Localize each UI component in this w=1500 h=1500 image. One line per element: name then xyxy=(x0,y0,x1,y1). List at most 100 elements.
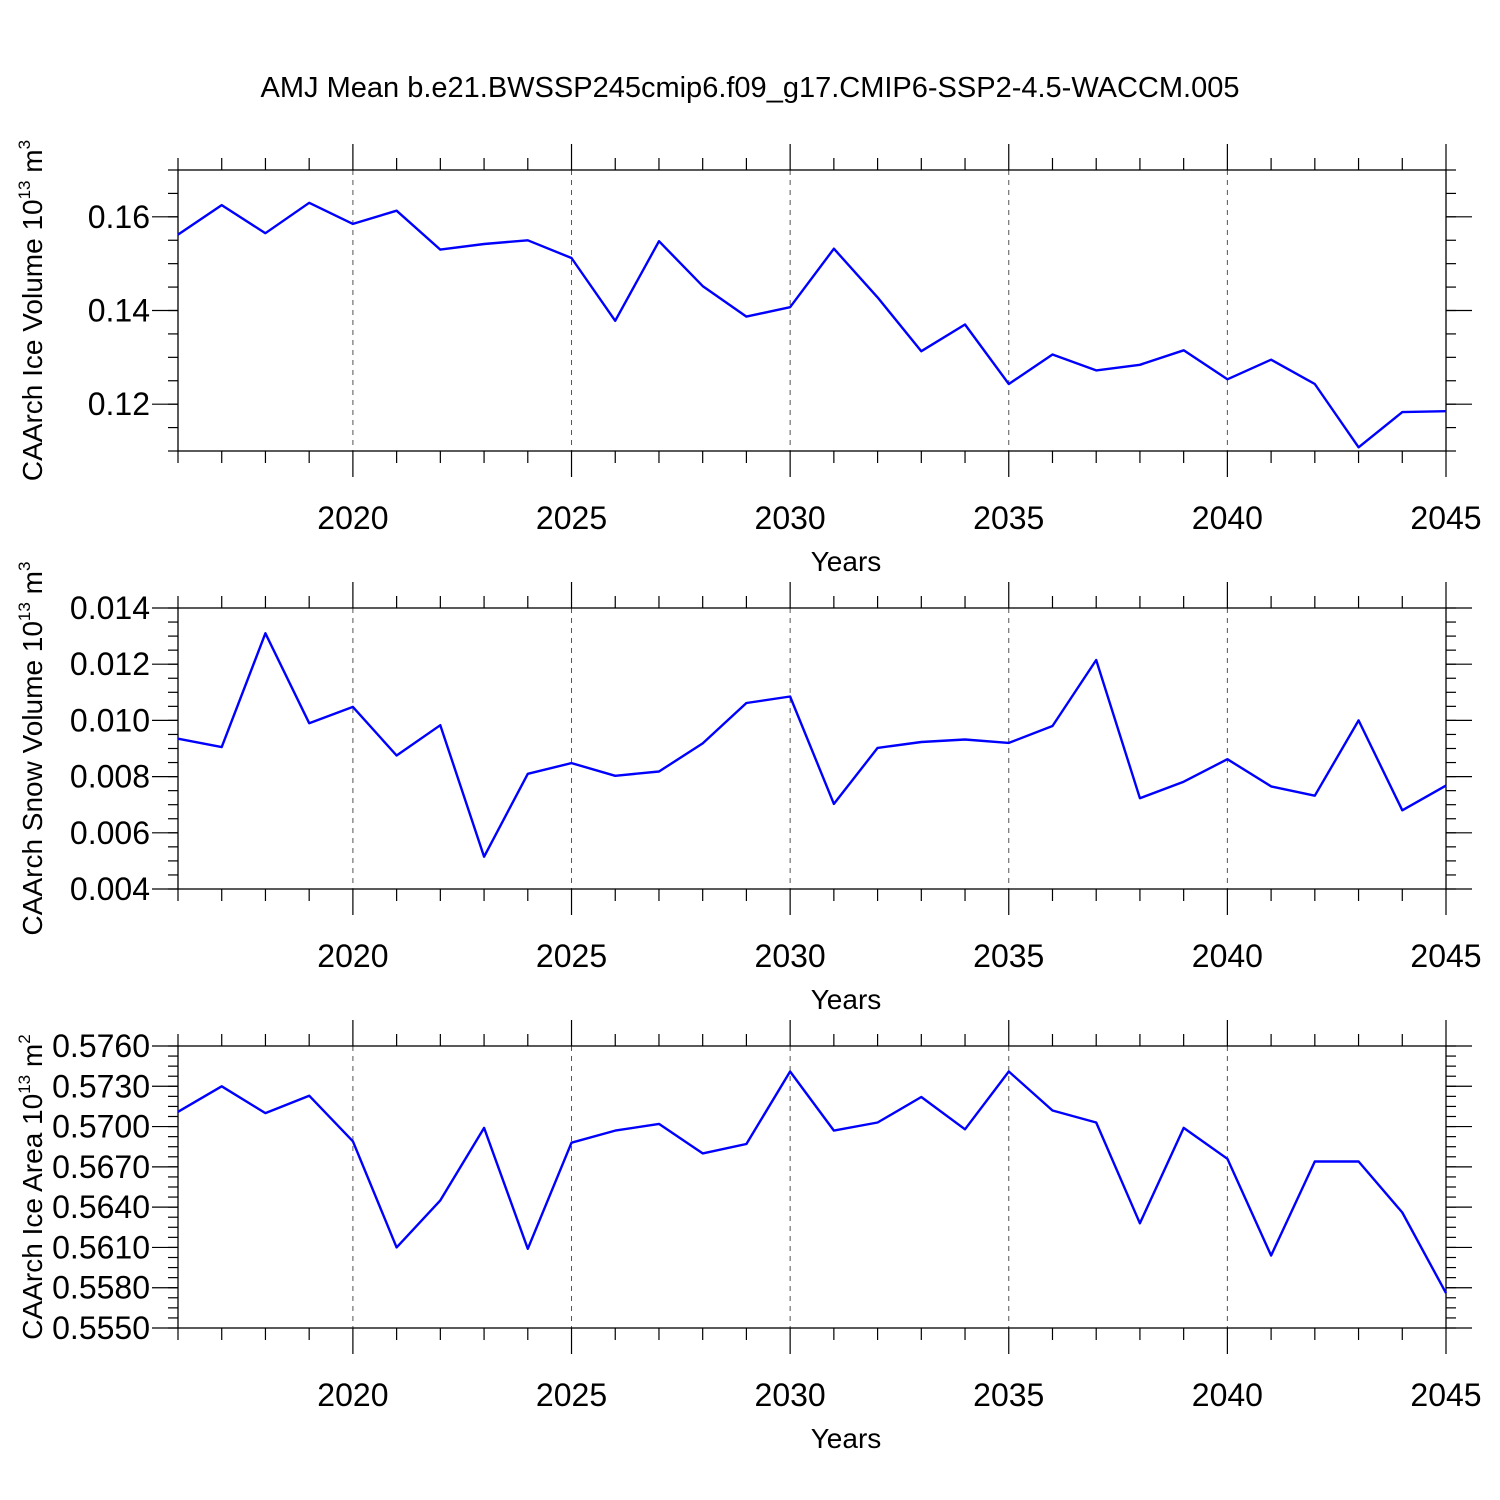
data-point xyxy=(701,1151,705,1155)
data-point xyxy=(1313,382,1317,386)
data-point xyxy=(438,1198,442,1202)
data-point xyxy=(701,284,705,288)
y-tick-label: 0.14 xyxy=(88,293,150,329)
data-point xyxy=(832,1129,836,1133)
data-point xyxy=(307,201,311,205)
data-point xyxy=(832,802,836,806)
x-tick-label: 2025 xyxy=(536,1377,607,1413)
data-point xyxy=(1313,1159,1317,1163)
data-point xyxy=(1269,784,1273,788)
y-tick-label: 0.5760 xyxy=(52,1028,150,1064)
data-point xyxy=(744,701,748,705)
data-point xyxy=(1400,1211,1404,1215)
y-tick-label: 0.5640 xyxy=(52,1189,150,1225)
series-line xyxy=(177,1070,1448,1294)
x-axis-label: Years xyxy=(811,1423,882,1454)
x-axis-label: Years xyxy=(811,984,882,1015)
data-point xyxy=(263,231,267,235)
data-point xyxy=(919,740,923,744)
data-point xyxy=(1400,410,1404,414)
x-tick-label: 2020 xyxy=(317,938,388,974)
x-tick-label: 2040 xyxy=(1192,1377,1263,1413)
y-axis-label: CAArch Snow Volume 1013 m3 xyxy=(15,562,48,936)
x-tick-label: 2020 xyxy=(317,1377,388,1413)
data-point xyxy=(263,631,267,635)
data-point xyxy=(1138,363,1142,367)
data-point xyxy=(963,323,967,327)
chart-title: AMJ Mean b.e21.BWSSP245cmip6.f09_g17.CMI… xyxy=(261,72,1240,104)
x-tick-label: 2045 xyxy=(1410,1377,1481,1413)
x-tick-label: 2045 xyxy=(1410,938,1481,974)
y-tick-label: 0.010 xyxy=(70,702,150,738)
data-point xyxy=(613,1129,617,1133)
data-point xyxy=(351,1139,355,1143)
data-point xyxy=(1182,1126,1186,1130)
x-tick-label: 2035 xyxy=(973,1377,1044,1413)
data-point xyxy=(657,239,661,243)
data-point xyxy=(482,242,486,246)
series-line xyxy=(177,632,1447,858)
data-point xyxy=(657,1122,661,1126)
data-point xyxy=(613,319,617,323)
data-point xyxy=(176,233,180,237)
y-tick-label: 0.006 xyxy=(70,815,150,851)
data-point xyxy=(482,855,486,859)
data-point xyxy=(395,1245,399,1249)
data-point xyxy=(1007,382,1011,386)
data-point xyxy=(876,295,880,299)
panel-2: 0.004 0.006 0.008 0.010 0.012 0.014 2020 2025 20… xyxy=(15,562,1482,1015)
data-point xyxy=(701,741,705,745)
plot-frame xyxy=(177,169,1447,452)
data-point xyxy=(1225,757,1229,761)
data-point xyxy=(438,248,442,252)
data-point xyxy=(307,721,311,725)
x-tick-label: 2045 xyxy=(1410,500,1481,536)
data-point xyxy=(1400,808,1404,812)
data-point xyxy=(351,222,355,226)
data-point xyxy=(832,247,836,251)
data-point xyxy=(1444,1291,1448,1295)
data-point xyxy=(1138,1221,1142,1225)
data-point xyxy=(1357,1159,1361,1163)
data-point xyxy=(526,1247,530,1251)
y-tick-label: 0.5580 xyxy=(52,1270,150,1306)
data-point xyxy=(220,745,224,749)
y-tick-label: 0.12 xyxy=(88,386,150,422)
y-tick-label: 0.16 xyxy=(88,199,150,235)
x-axis-label: Years xyxy=(811,546,882,577)
y-tick-label: 0.5730 xyxy=(52,1068,150,1104)
y-tick-label: 0.008 xyxy=(70,759,150,795)
data-point xyxy=(1444,409,1448,413)
panels-group: 0.12 0.14 0.16 2020 2025 2030 2035 2040 2045 Year… xyxy=(15,140,1482,1454)
data-point xyxy=(744,1142,748,1146)
data-point xyxy=(1225,1157,1229,1161)
data-point xyxy=(220,1084,224,1088)
data-point xyxy=(395,754,399,758)
data-point xyxy=(963,1127,967,1131)
plot-frame xyxy=(177,1045,1447,1329)
y-tick-label: 0.004 xyxy=(70,871,150,907)
data-point xyxy=(1357,445,1361,449)
x-tick-label: 2035 xyxy=(973,500,1044,536)
data-point xyxy=(919,1095,923,1099)
data-point xyxy=(307,1094,311,1098)
data-point xyxy=(1094,1121,1098,1125)
data-point xyxy=(744,315,748,319)
data-point xyxy=(176,1110,180,1114)
data-point xyxy=(1138,796,1142,800)
data-point xyxy=(788,695,792,699)
data-point xyxy=(1094,368,1098,372)
data-point xyxy=(1182,348,1186,352)
data-point xyxy=(570,256,574,260)
x-tick-label: 2030 xyxy=(755,500,826,536)
data-point xyxy=(657,770,661,774)
y-tick-label: 0.5700 xyxy=(52,1109,150,1145)
data-point xyxy=(1357,718,1361,722)
x-tick-label: 2040 xyxy=(1192,938,1263,974)
x-tick-label: 2020 xyxy=(317,500,388,536)
series-line xyxy=(177,201,1447,449)
data-point xyxy=(351,705,355,709)
y-axis-label: CAArch Ice Volume 1013 m3 xyxy=(15,140,48,481)
y-tick-label: 0.5550 xyxy=(52,1310,150,1346)
